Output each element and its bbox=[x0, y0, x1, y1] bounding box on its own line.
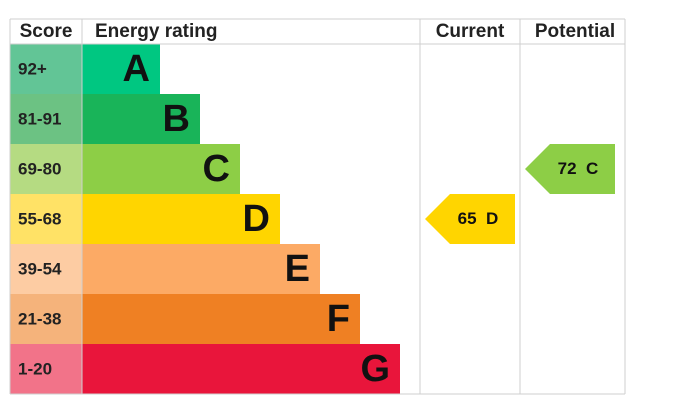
score-label: 55-68 bbox=[18, 209, 61, 228]
score-cell bbox=[10, 294, 82, 344]
current-arrow bbox=[425, 194, 515, 244]
current-value: 65 bbox=[458, 209, 477, 228]
potential-value: 72 bbox=[558, 159, 577, 178]
header-potential: Potential bbox=[535, 21, 615, 42]
score-cell bbox=[10, 244, 82, 294]
score-label: 81-91 bbox=[18, 109, 61, 128]
score-cell bbox=[10, 194, 82, 244]
score-label: 39-54 bbox=[18, 259, 62, 278]
score-label: 69-80 bbox=[18, 159, 61, 178]
score-label: 21-38 bbox=[18, 309, 61, 328]
score-label: 1-20 bbox=[18, 359, 52, 378]
rating-letter: G bbox=[360, 348, 390, 390]
rating-bar bbox=[82, 244, 320, 294]
score-label: 92+ bbox=[18, 59, 47, 78]
rating-bar bbox=[82, 294, 360, 344]
rating-letter: E bbox=[285, 248, 310, 290]
rating-letter: B bbox=[163, 98, 190, 140]
rating-letter: A bbox=[123, 48, 150, 90]
rating-letter: D bbox=[243, 198, 270, 240]
rating-bar bbox=[82, 94, 200, 144]
header-current: Current bbox=[436, 21, 505, 42]
score-cell bbox=[10, 94, 82, 144]
header-rating: Energy rating bbox=[95, 21, 217, 42]
rating-bar bbox=[82, 344, 400, 394]
header-score: Score bbox=[20, 21, 73, 42]
score-cell bbox=[10, 44, 82, 94]
score-cell bbox=[10, 144, 82, 194]
rating-letter: C bbox=[203, 148, 230, 190]
current-label: 65 D bbox=[458, 209, 499, 228]
potential-label: 72 C bbox=[558, 159, 599, 178]
rating-letter: F bbox=[327, 298, 350, 340]
score-cell bbox=[10, 344, 82, 394]
rating-bar bbox=[82, 194, 280, 244]
potential-arrow bbox=[525, 144, 615, 194]
potential-rating: C bbox=[586, 159, 598, 178]
rating-bar bbox=[82, 144, 240, 194]
current-rating: D bbox=[486, 209, 498, 228]
rating-bar bbox=[82, 44, 160, 94]
